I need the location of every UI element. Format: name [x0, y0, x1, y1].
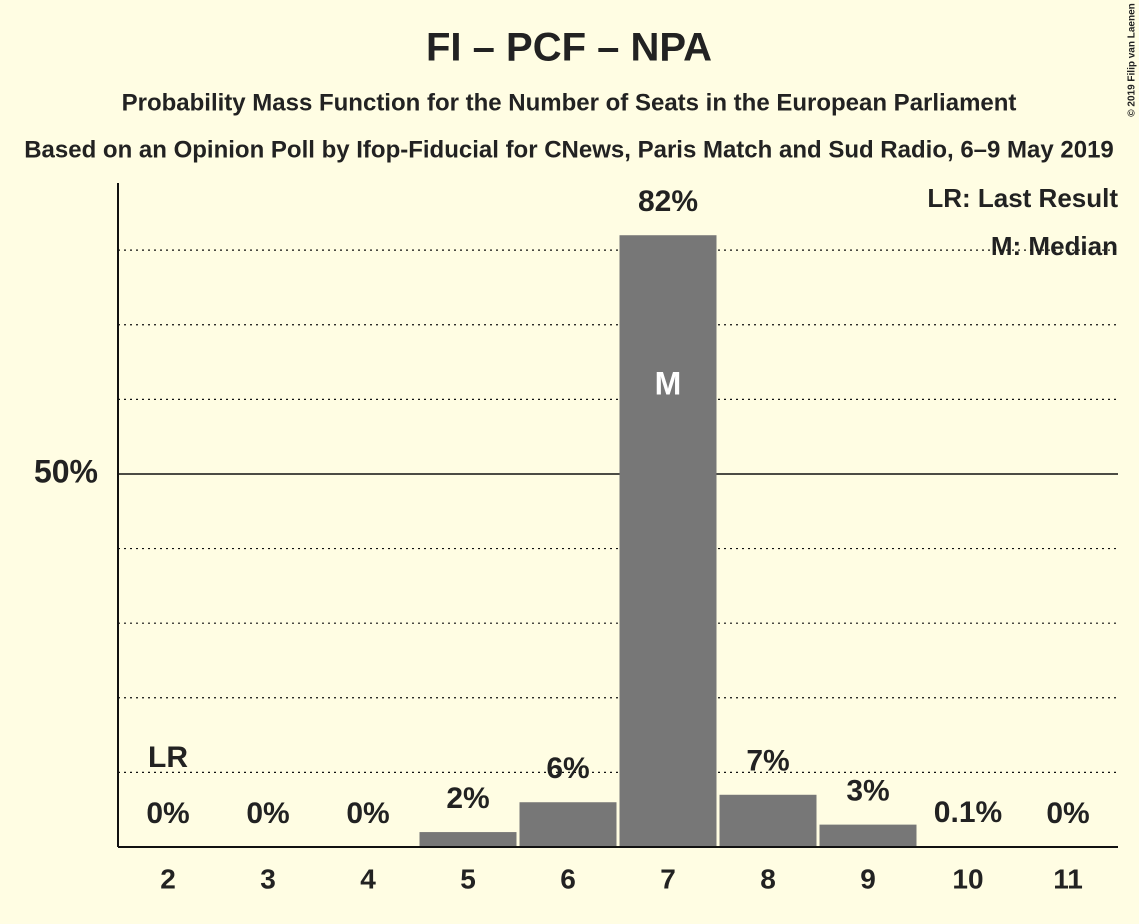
value-label: 2% — [446, 782, 489, 815]
chart-title: FI – PCF – NPA — [426, 26, 712, 70]
x-tick-label: 7 — [660, 863, 676, 894]
bar — [419, 832, 517, 847]
copyright: © 2019 Filip van Laenen — [1127, 3, 1138, 117]
value-label: 0% — [1046, 797, 1089, 830]
last-result-label: LR — [148, 741, 188, 774]
bar — [819, 824, 917, 847]
x-tick-label: 11 — [1053, 863, 1083, 894]
value-label: 3% — [846, 775, 889, 808]
legend-entry: M: Median — [991, 231, 1118, 261]
legend-entry: LR: Last Result — [927, 183, 1118, 213]
x-tick-label: 10 — [952, 863, 983, 894]
value-label: 6% — [546, 752, 589, 785]
x-tick-label: 9 — [860, 863, 876, 894]
x-tick-label: 3 — [260, 863, 276, 894]
y-tick-label: 50% — [34, 453, 98, 489]
value-label: 82% — [638, 185, 698, 218]
x-tick-label: 2 — [160, 863, 176, 894]
bar — [619, 235, 717, 847]
value-label: 0% — [246, 797, 289, 830]
x-tick-label: 8 — [760, 863, 776, 894]
value-label: 0.1% — [934, 796, 1002, 829]
bar — [719, 794, 817, 847]
x-tick-label: 5 — [460, 863, 476, 894]
chart-subtitle: Based on an Opinion Poll by Ifop-Fiducia… — [24, 136, 1114, 163]
value-label: 7% — [746, 745, 789, 778]
bar — [519, 802, 617, 847]
chart-subtitle: Probability Mass Function for the Number… — [122, 89, 1017, 116]
value-label: 0% — [346, 797, 389, 830]
median-label: M — [655, 366, 682, 402]
value-label: 0% — [146, 797, 189, 830]
x-tick-label: 6 — [560, 863, 576, 894]
x-tick-label: 4 — [360, 863, 376, 894]
